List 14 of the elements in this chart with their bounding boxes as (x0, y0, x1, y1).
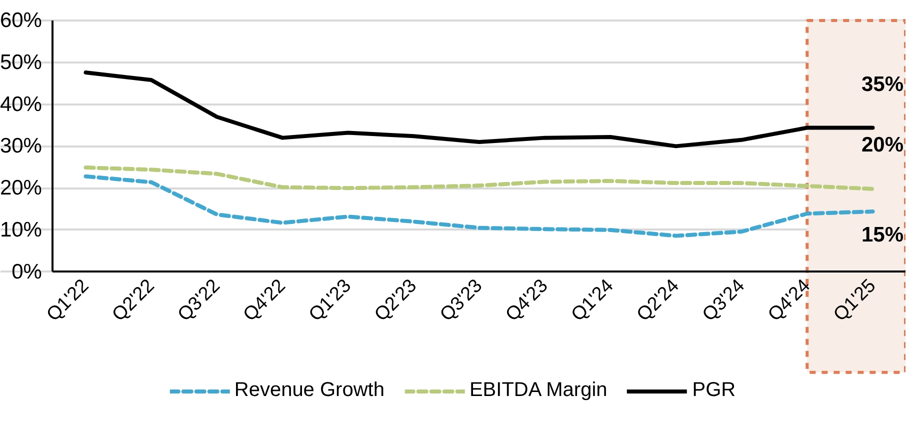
y-tick-label: 10% (0, 218, 42, 242)
y-tick-label: 20% (0, 176, 42, 200)
annotation: 20% (861, 134, 904, 157)
y-tick-label: 30% (0, 134, 42, 158)
annotation: 15% (861, 224, 904, 247)
legend-label: Revenue Growth (234, 379, 384, 402)
legend-label: EBITDA Margin (469, 379, 608, 402)
y-tick-label: 50% (0, 50, 42, 74)
y-tick-label: 60% (0, 9, 42, 32)
legend-label: PGR (692, 379, 736, 402)
line-series (84, 166, 875, 191)
y-tick-label: 40% (0, 92, 42, 116)
annotation: 35% (861, 72, 904, 96)
y-tick-label: 0% (12, 260, 42, 284)
